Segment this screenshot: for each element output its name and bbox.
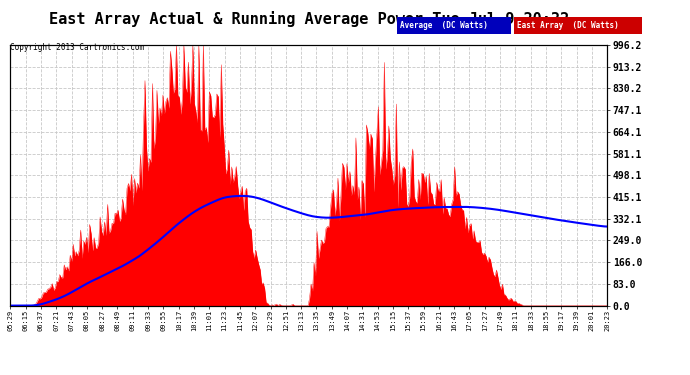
Text: East Array Actual & Running Average Power Tue Jul 9 20:32: East Array Actual & Running Average Powe… — [49, 11, 569, 27]
Text: Copyright 2013 Cartronics.com: Copyright 2013 Cartronics.com — [10, 43, 144, 52]
Text: East Array  (DC Watts): East Array (DC Watts) — [517, 21, 618, 30]
Text: Average  (DC Watts): Average (DC Watts) — [400, 21, 487, 30]
